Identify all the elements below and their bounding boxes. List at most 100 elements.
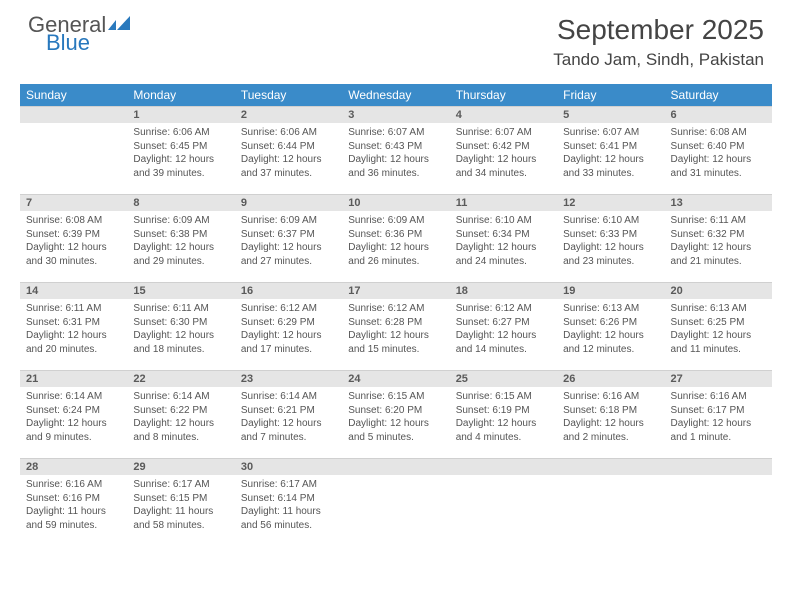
day-number-bar: 2 xyxy=(235,106,342,123)
sunset-line: Sunset: 6:20 PM xyxy=(348,404,443,418)
calendar-day-cell: 7Sunrise: 6:08 AMSunset: 6:39 PMDaylight… xyxy=(20,194,127,282)
day-number-bar: 4 xyxy=(450,106,557,123)
sunrise-line: Sunrise: 6:09 AM xyxy=(133,214,228,228)
weekday-header: Wednesday xyxy=(342,84,449,106)
day-number-bar: 12 xyxy=(557,194,664,211)
sunset-line: Sunset: 6:32 PM xyxy=(671,228,766,242)
sunrise-line: Sunrise: 6:15 AM xyxy=(348,390,443,404)
calendar-row: 28Sunrise: 6:16 AMSunset: 6:16 PMDayligh… xyxy=(20,458,772,546)
calendar-day-cell: 21Sunrise: 6:14 AMSunset: 6:24 PMDayligh… xyxy=(20,370,127,458)
calendar-day-cell: 22Sunrise: 6:14 AMSunset: 6:22 PMDayligh… xyxy=(127,370,234,458)
sunset-line: Sunset: 6:17 PM xyxy=(671,404,766,418)
sunset-line: Sunset: 6:37 PM xyxy=(241,228,336,242)
day-body: Sunrise: 6:17 AMSunset: 6:15 PMDaylight:… xyxy=(127,475,234,536)
sunrise-line: Sunrise: 6:11 AM xyxy=(671,214,766,228)
daylight-line: Daylight: 12 hours and 12 minutes. xyxy=(563,329,658,356)
sunset-line: Sunset: 6:24 PM xyxy=(26,404,121,418)
sunrise-line: Sunrise: 6:12 AM xyxy=(348,302,443,316)
calendar-row: 7Sunrise: 6:08 AMSunset: 6:39 PMDaylight… xyxy=(20,194,772,282)
calendar-day-cell: 8Sunrise: 6:09 AMSunset: 6:38 PMDaylight… xyxy=(127,194,234,282)
sunrise-line: Sunrise: 6:10 AM xyxy=(563,214,658,228)
day-number-bar: 23 xyxy=(235,370,342,387)
sunrise-line: Sunrise: 6:06 AM xyxy=(133,126,228,140)
daylight-line: Daylight: 12 hours and 21 minutes. xyxy=(671,241,766,268)
day-body: Sunrise: 6:15 AMSunset: 6:19 PMDaylight:… xyxy=(450,387,557,448)
calendar-day-cell: 20Sunrise: 6:13 AMSunset: 6:25 PMDayligh… xyxy=(665,282,772,370)
daylight-line: Daylight: 12 hours and 9 minutes. xyxy=(26,417,121,444)
sunset-line: Sunset: 6:18 PM xyxy=(563,404,658,418)
day-body: Sunrise: 6:12 AMSunset: 6:28 PMDaylight:… xyxy=(342,299,449,360)
sunset-line: Sunset: 6:34 PM xyxy=(456,228,551,242)
sunset-line: Sunset: 6:27 PM xyxy=(456,316,551,330)
sunset-line: Sunset: 6:16 PM xyxy=(26,492,121,506)
day-number-bar: 25 xyxy=(450,370,557,387)
sunset-line: Sunset: 6:29 PM xyxy=(241,316,336,330)
sunset-line: Sunset: 6:30 PM xyxy=(133,316,228,330)
weekday-header: Thursday xyxy=(450,84,557,106)
location: Tando Jam, Sindh, Pakistan xyxy=(553,50,764,70)
day-number-bar: 5 xyxy=(557,106,664,123)
day-number-bar: 26 xyxy=(557,370,664,387)
weekday-header-row: Sunday Monday Tuesday Wednesday Thursday… xyxy=(20,84,772,106)
day-number-bar: 6 xyxy=(665,106,772,123)
sunset-line: Sunset: 6:36 PM xyxy=(348,228,443,242)
calendar-day-cell: 1Sunrise: 6:06 AMSunset: 6:45 PMDaylight… xyxy=(127,106,234,194)
sunrise-line: Sunrise: 6:08 AM xyxy=(26,214,121,228)
sunset-line: Sunset: 6:21 PM xyxy=(241,404,336,418)
sunrise-line: Sunrise: 6:13 AM xyxy=(671,302,766,316)
day-number-bar: 29 xyxy=(127,458,234,475)
calendar-day-cell: 19Sunrise: 6:13 AMSunset: 6:26 PMDayligh… xyxy=(557,282,664,370)
day-number-bar: 7 xyxy=(20,194,127,211)
calendar-day-cell: 13 Sunrise: 6:11 AMSunset: 6:32 PMDayligh… xyxy=(665,194,772,282)
calendar-empty-cell xyxy=(342,458,449,546)
day-number-bar: 18 xyxy=(450,282,557,299)
day-number-bar: 8 xyxy=(127,194,234,211)
calendar-day-cell: 3Sunrise: 6:07 AMSunset: 6:43 PMDaylight… xyxy=(342,106,449,194)
day-body: Sunrise: 6:10 AMSunset: 6:33 PMDaylight:… xyxy=(557,211,664,272)
daylight-line: Daylight: 12 hours and 1 minute. xyxy=(671,417,766,444)
day-body: Sunrise: 6:08 AMSunset: 6:39 PMDaylight:… xyxy=(20,211,127,272)
day-number-bar: 15 xyxy=(127,282,234,299)
day-body: Sunrise: 6:09 AMSunset: 6:36 PMDaylight:… xyxy=(342,211,449,272)
daylight-line: Daylight: 12 hours and 17 minutes. xyxy=(241,329,336,356)
calendar-day-cell: 11Sunrise: 6:10 AMSunset: 6:34 PMDayligh… xyxy=(450,194,557,282)
calendar-day-cell: 9Sunrise: 6:09 AMSunset: 6:37 PMDaylight… xyxy=(235,194,342,282)
flag-icon xyxy=(108,16,134,36)
daylight-line: Daylight: 12 hours and 37 minutes. xyxy=(241,153,336,180)
calendar-day-cell: 24Sunrise: 6:15 AMSunset: 6:20 PMDayligh… xyxy=(342,370,449,458)
day-body: Sunrise: 6:11 AMSunset: 6:31 PMDaylight:… xyxy=(20,299,127,360)
daylight-line: Daylight: 12 hours and 33 minutes. xyxy=(563,153,658,180)
day-number-bar: 28 xyxy=(20,458,127,475)
calendar-day-cell: 30Sunrise: 6:17 AMSunset: 6:14 PMDayligh… xyxy=(235,458,342,546)
sunrise-line: Sunrise: 6:09 AM xyxy=(348,214,443,228)
sunset-line: Sunset: 6:15 PM xyxy=(133,492,228,506)
sunset-line: Sunset: 6:28 PM xyxy=(348,316,443,330)
sunset-line: Sunset: 6:33 PM xyxy=(563,228,658,242)
month-title: September 2025 xyxy=(553,14,764,46)
daylight-line: Daylight: 12 hours and 11 minutes. xyxy=(671,329,766,356)
day-number-bar: 14 xyxy=(20,282,127,299)
day-number-bar: 1 xyxy=(127,106,234,123)
title-block: September 2025 Tando Jam, Sindh, Pakista… xyxy=(553,14,764,70)
day-number-bar xyxy=(665,458,772,475)
sunrise-line: Sunrise: 6:09 AM xyxy=(241,214,336,228)
day-body: Sunrise: 6:07 AMSunset: 6:43 PMDaylight:… xyxy=(342,123,449,184)
day-number-bar: 13 xyxy=(665,194,772,211)
day-body: Sunrise: 6:14 AMSunset: 6:22 PMDaylight:… xyxy=(127,387,234,448)
sunrise-line: Sunrise: 6:11 AM xyxy=(26,302,121,316)
day-body: Sunrise: 6:14 AMSunset: 6:21 PMDaylight:… xyxy=(235,387,342,448)
daylight-line: Daylight: 12 hours and 31 minutes. xyxy=(671,153,766,180)
day-body: Sunrise: 6:06 AMSunset: 6:44 PMDaylight:… xyxy=(235,123,342,184)
sunset-line: Sunset: 6:43 PM xyxy=(348,140,443,154)
sunset-line: Sunset: 6:41 PM xyxy=(563,140,658,154)
day-number-bar: 30 xyxy=(235,458,342,475)
day-number-bar: 21 xyxy=(20,370,127,387)
day-body: Sunrise: 6:13 AMSunset: 6:25 PMDaylight:… xyxy=(665,299,772,360)
daylight-line: Daylight: 12 hours and 15 minutes. xyxy=(348,329,443,356)
day-body: Sunrise: 6:14 AMSunset: 6:24 PMDaylight:… xyxy=(20,387,127,448)
day-body: Sunrise: 6:13 AMSunset: 6:26 PMDaylight:… xyxy=(557,299,664,360)
day-number-bar xyxy=(557,458,664,475)
day-number-bar: 24 xyxy=(342,370,449,387)
sunrise-line: Sunrise: 6:07 AM xyxy=(456,126,551,140)
calendar-day-cell: 10Sunrise: 6:09 AMSunset: 6:36 PMDayligh… xyxy=(342,194,449,282)
